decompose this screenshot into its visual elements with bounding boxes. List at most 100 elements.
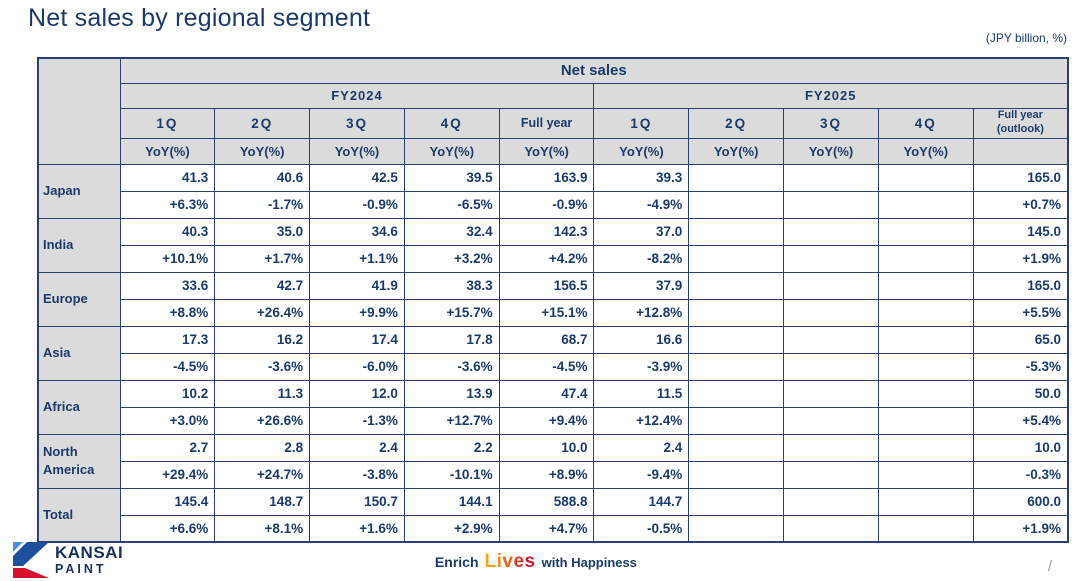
yoy-value-cell: +10.1% (119, 244, 216, 273)
yoy-value-cell: +26.4% (214, 298, 311, 327)
net-sales-value-cell (783, 325, 879, 354)
yoy-header: YoY(%) (877, 137, 974, 165)
net-sales-value-cell (877, 325, 974, 354)
table-row: North America 2.7 2.8 2.4 2.2 10.0 2.4 10.0 (37, 433, 1069, 489)
yoy-value-cell: +3.2% (403, 244, 500, 273)
net-sales-value-cell: 34.6 (309, 217, 405, 246)
net-sales-value-cell: 41.3 (119, 163, 216, 192)
page-number-separator: / (1047, 558, 1052, 575)
quarter-header-outlook: Full year (outlook) (972, 107, 1069, 139)
net-sales-value-cell: 17.4 (309, 325, 405, 354)
yoy-value-cell (877, 352, 974, 381)
net-sales-value-cell (783, 163, 879, 192)
yoy-value-cell: -3.9% (593, 352, 690, 381)
yoy-value-cell (688, 460, 785, 489)
net-sales-value-cell: 33.6 (119, 271, 216, 300)
yoy-value-cell: +4.7% (498, 514, 595, 543)
net-sales-value-cell: 47.4 (498, 379, 595, 408)
yoy-value-cell: +6.6% (119, 514, 216, 543)
yoy-value-cell: -9.4% (593, 460, 690, 489)
net-sales-value-cell: 38.3 (403, 271, 500, 300)
net-sales-value-cell: 2.4 (309, 433, 405, 462)
yoy-header: YoY(%) (498, 137, 595, 165)
yoy-value-cell: +15.1% (498, 298, 595, 327)
yoy-header: YoY(%) (119, 137, 216, 165)
yoy-value-cell (688, 244, 785, 273)
net-sales-value-cell: 50.0 (972, 379, 1069, 408)
yoy-value-cell (877, 460, 974, 489)
net-sales-value-cell: 2.4 (593, 433, 690, 462)
table-row-yoy: +10.1% +1.7% +1.1% +3.2% +4.2% -8.2% +1.9% (38, 244, 1069, 273)
yoy-value-cell: -6.5% (403, 190, 500, 219)
yoy-value-cell: +15.7% (403, 298, 500, 327)
yoy-value-cell (783, 460, 879, 489)
table-row: Japan 41.3 40.6 42.5 39.5 163.9 39.3 165.0 (37, 163, 1069, 219)
table-row: Total 145.4 148.7 150.7 144.1 588.8 144.7 600.0 (37, 487, 1069, 543)
net-sales-value-cell: 144.1 (403, 487, 500, 516)
yoy-value-cell: +12.4% (593, 406, 690, 435)
unit-note: (JPY billion, %) (985, 31, 1067, 45)
net-sales-value-cell (877, 271, 974, 300)
region-label: North America (37, 433, 121, 489)
lives-letter: e (513, 551, 525, 572)
yoy-value-cell: -4.9% (593, 190, 690, 219)
net-sales-value-cell: 165.0 (972, 163, 1069, 192)
yoy-value-cell: +6.3% (119, 190, 216, 219)
net-sales-value-cell: 42.5 (309, 163, 405, 192)
yoy-value-cell: +29.4% (119, 460, 216, 489)
table-row-yoy: +6.6% +8.1% +1.6% +2.9% +4.7% -0.5% +1.9% (38, 514, 1069, 543)
net-sales-value-cell: 10.0 (972, 433, 1069, 462)
net-sales-value-cell (877, 433, 974, 462)
table-row: Asia 17.3 16.2 17.4 17.8 68.7 16.6 65.0 (37, 325, 1069, 381)
yoy-header: YoY(%) (783, 137, 879, 165)
table-row-yoy: -4.5% -3.6% -6.0% -3.6% -4.5% -3.9% -5.3% (38, 352, 1069, 381)
yoy-header: YoY(%) (593, 137, 690, 165)
table-row-yoy: +29.4% +24.7% -3.8% -10.1% +8.9% -9.4% -0.3% (38, 460, 1069, 489)
yoy-header-empty (972, 137, 1069, 165)
net-sales-value-cell (783, 217, 879, 246)
net-sales-table: Net sales FY2024 FY2025 1Q 2Q 3Q 4Q Full… (37, 57, 1069, 543)
yoy-value-cell (783, 406, 879, 435)
region-label: Africa (37, 379, 121, 435)
net-sales-value-cell: 16.2 (214, 325, 311, 354)
net-sales-value-cell: 150.7 (309, 487, 405, 516)
footer: KANSAI PAINT Enrich Lives with Happiness… (0, 541, 1080, 581)
net-sales-value-cell: 32.4 (403, 217, 500, 246)
net-sales-value-cell: 40.3 (119, 217, 216, 246)
yoy-value-cell: -0.9% (498, 190, 595, 219)
region-label: India (37, 217, 121, 273)
net-sales-value-cell: 145.4 (119, 487, 216, 516)
tagline-with-happiness: with Happiness (541, 555, 637, 570)
net-sales-value-cell: 11.5 (593, 379, 690, 408)
yoy-value-cell: +24.7% (214, 460, 311, 489)
logo-kansai-text: KANSAI (55, 543, 124, 563)
yoy-value-cell: +8.8% (119, 298, 216, 327)
net-sales-value-cell: 17.3 (119, 325, 216, 354)
quarter-header: 1Q (593, 107, 690, 139)
quarter-header: 1Q (119, 107, 216, 139)
yoy-value-cell: +1.1% (309, 244, 405, 273)
kansai-paint-logo: KANSAI PAINT (13, 542, 123, 578)
quarter-header: Full year (498, 107, 595, 139)
table-row-yoy: +6.3% -1.7% -0.9% -6.5% -0.9% -4.9% +0.7% (38, 190, 1069, 219)
yoy-value-cell: +1.6% (309, 514, 405, 543)
lives-letter: s (524, 551, 536, 572)
yoy-value-cell (783, 298, 879, 327)
yoy-value-cell: -0.5% (593, 514, 690, 543)
yoy-value-cell: +9.4% (498, 406, 595, 435)
net-sales-value-cell: 11.3 (214, 379, 311, 408)
yoy-value-cell (877, 190, 974, 219)
yoy-value-cell: -0.3% (972, 460, 1069, 489)
yoy-value-cell: -4.5% (119, 352, 216, 381)
net-sales-value-cell: 165.0 (972, 271, 1069, 300)
table-row-yoy: +3.0% +26.6% -1.3% +12.7% +9.4% +12.4% +5.4% (38, 406, 1069, 435)
net-sales-value-cell (688, 325, 785, 354)
quarter-header: 2Q (688, 107, 785, 139)
net-sales-value-cell: 142.3 (498, 217, 595, 246)
yoy-value-cell: +4.2% (498, 244, 595, 273)
yoy-value-cell: +8.1% (214, 514, 311, 543)
net-sales-value-cell: 144.7 (593, 487, 690, 516)
net-sales-value-cell: 145.0 (972, 217, 1069, 246)
net-sales-value-cell (688, 433, 785, 462)
net-sales-value-cell (877, 379, 974, 408)
